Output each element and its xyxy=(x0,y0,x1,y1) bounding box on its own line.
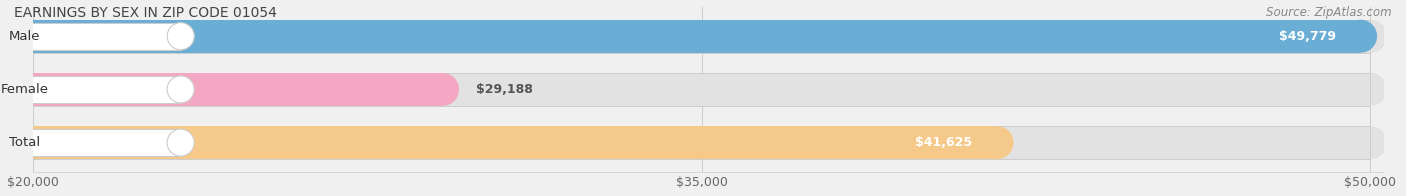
Bar xyxy=(32,20,1371,53)
Text: Male: Male xyxy=(8,30,41,43)
Bar xyxy=(32,20,1371,53)
Ellipse shape xyxy=(1344,20,1376,53)
Ellipse shape xyxy=(17,73,49,106)
Text: EARNINGS BY SEX IN ZIP CODE 01054: EARNINGS BY SEX IN ZIP CODE 01054 xyxy=(14,6,277,20)
Bar xyxy=(32,73,1371,106)
Ellipse shape xyxy=(1354,73,1386,106)
Text: Total: Total xyxy=(8,136,41,149)
Bar xyxy=(32,126,1371,159)
Bar xyxy=(0,129,181,156)
Bar xyxy=(32,126,997,159)
Bar xyxy=(32,73,443,106)
Ellipse shape xyxy=(1354,20,1386,53)
Ellipse shape xyxy=(17,126,49,159)
Ellipse shape xyxy=(17,20,49,53)
Ellipse shape xyxy=(17,73,49,106)
Bar xyxy=(32,73,1371,106)
Ellipse shape xyxy=(167,129,194,156)
Ellipse shape xyxy=(17,126,49,159)
Bar xyxy=(32,20,1361,53)
Ellipse shape xyxy=(167,23,194,50)
Text: $29,188: $29,188 xyxy=(475,83,533,96)
Text: Female: Female xyxy=(0,83,49,96)
Ellipse shape xyxy=(980,126,1014,159)
Text: $49,779: $49,779 xyxy=(1279,30,1336,43)
Ellipse shape xyxy=(1354,126,1386,159)
Ellipse shape xyxy=(17,20,49,53)
Text: Source: ZipAtlas.com: Source: ZipAtlas.com xyxy=(1267,6,1392,19)
Text: $41,625: $41,625 xyxy=(915,136,973,149)
Ellipse shape xyxy=(167,76,194,103)
Ellipse shape xyxy=(426,73,458,106)
Bar xyxy=(0,23,181,50)
Bar xyxy=(32,126,1371,159)
Bar xyxy=(0,76,181,103)
